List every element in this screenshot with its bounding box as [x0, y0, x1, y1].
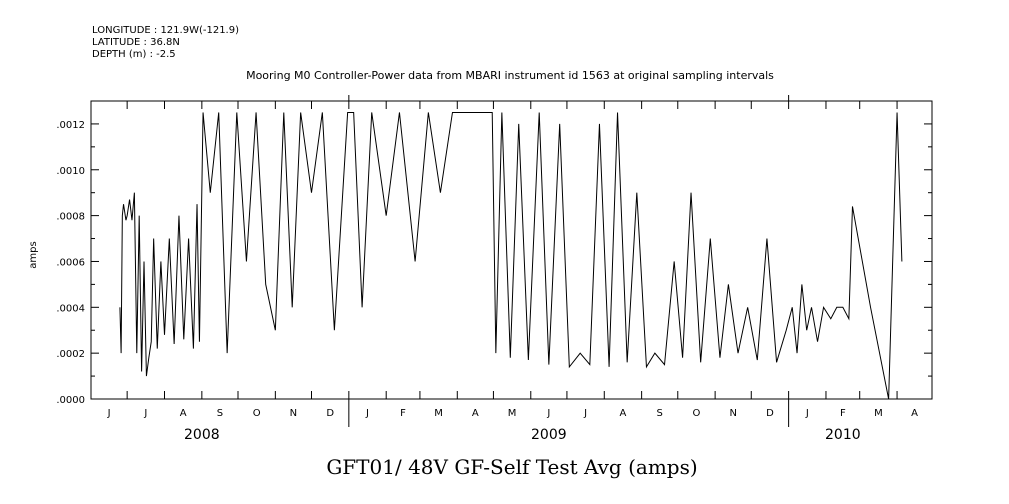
chart-title: Mooring M0 Controller-Power data from MB…: [246, 69, 774, 82]
x-month-label: N: [729, 408, 736, 419]
x-month-label: S: [657, 408, 663, 419]
x-month-label: O: [693, 408, 701, 419]
depth-label: DEPTH (m) : -2.5: [92, 49, 176, 60]
x-month-label: A: [620, 408, 627, 419]
x-month-label: J: [107, 408, 111, 419]
x-month-label: D: [766, 408, 774, 419]
y-tick-label: .0012: [56, 120, 85, 131]
x-month-label: J: [546, 408, 550, 419]
latitude-label: LATITUDE : 36.8N: [92, 37, 180, 48]
x-month-label: A: [472, 408, 479, 419]
x-month-label: A: [911, 408, 918, 419]
x-axis-label: GFT01/ 48V GF-Self Test Avg (amps): [326, 455, 697, 479]
y-axis-label: amps: [28, 241, 39, 268]
x-month-label: M: [434, 408, 443, 419]
x-month-label: N: [290, 408, 297, 419]
y-tick-label: .0004: [56, 303, 85, 314]
year-label: 2010: [825, 427, 861, 443]
x-month-label: F: [400, 408, 406, 419]
x-month-label: J: [805, 408, 809, 419]
plot-area: .0000 .0002 .0004 .0006 .0008 .0010 .0012 J J A S O…: [56, 95, 933, 443]
x-month-label: J: [583, 408, 587, 419]
x-month-label: A: [180, 408, 187, 419]
x-month-label: M: [874, 408, 883, 419]
year-label: 2008: [184, 427, 220, 443]
series-line: [119, 111, 903, 400]
x-month-label: M: [508, 408, 517, 419]
x-month-label: F: [840, 408, 846, 419]
x-month-label: O: [253, 408, 261, 419]
y-tick-label: .0006: [56, 257, 85, 268]
y-tick-label: .0000: [56, 395, 85, 406]
plot-frame: [90, 100, 933, 400]
y-tick-label: .0008: [56, 212, 85, 223]
x-month-label: S: [217, 408, 223, 419]
x-month-label: J: [143, 408, 147, 419]
y-tick-label: .0010: [56, 166, 85, 177]
year-label: 2009: [531, 427, 567, 443]
y-tick-label: .0002: [56, 349, 85, 360]
longitude-label: LONGITUDE : 121.9W(-121.9): [92, 25, 239, 36]
x-month-label: D: [326, 408, 334, 419]
x-month-label: J: [365, 408, 369, 419]
